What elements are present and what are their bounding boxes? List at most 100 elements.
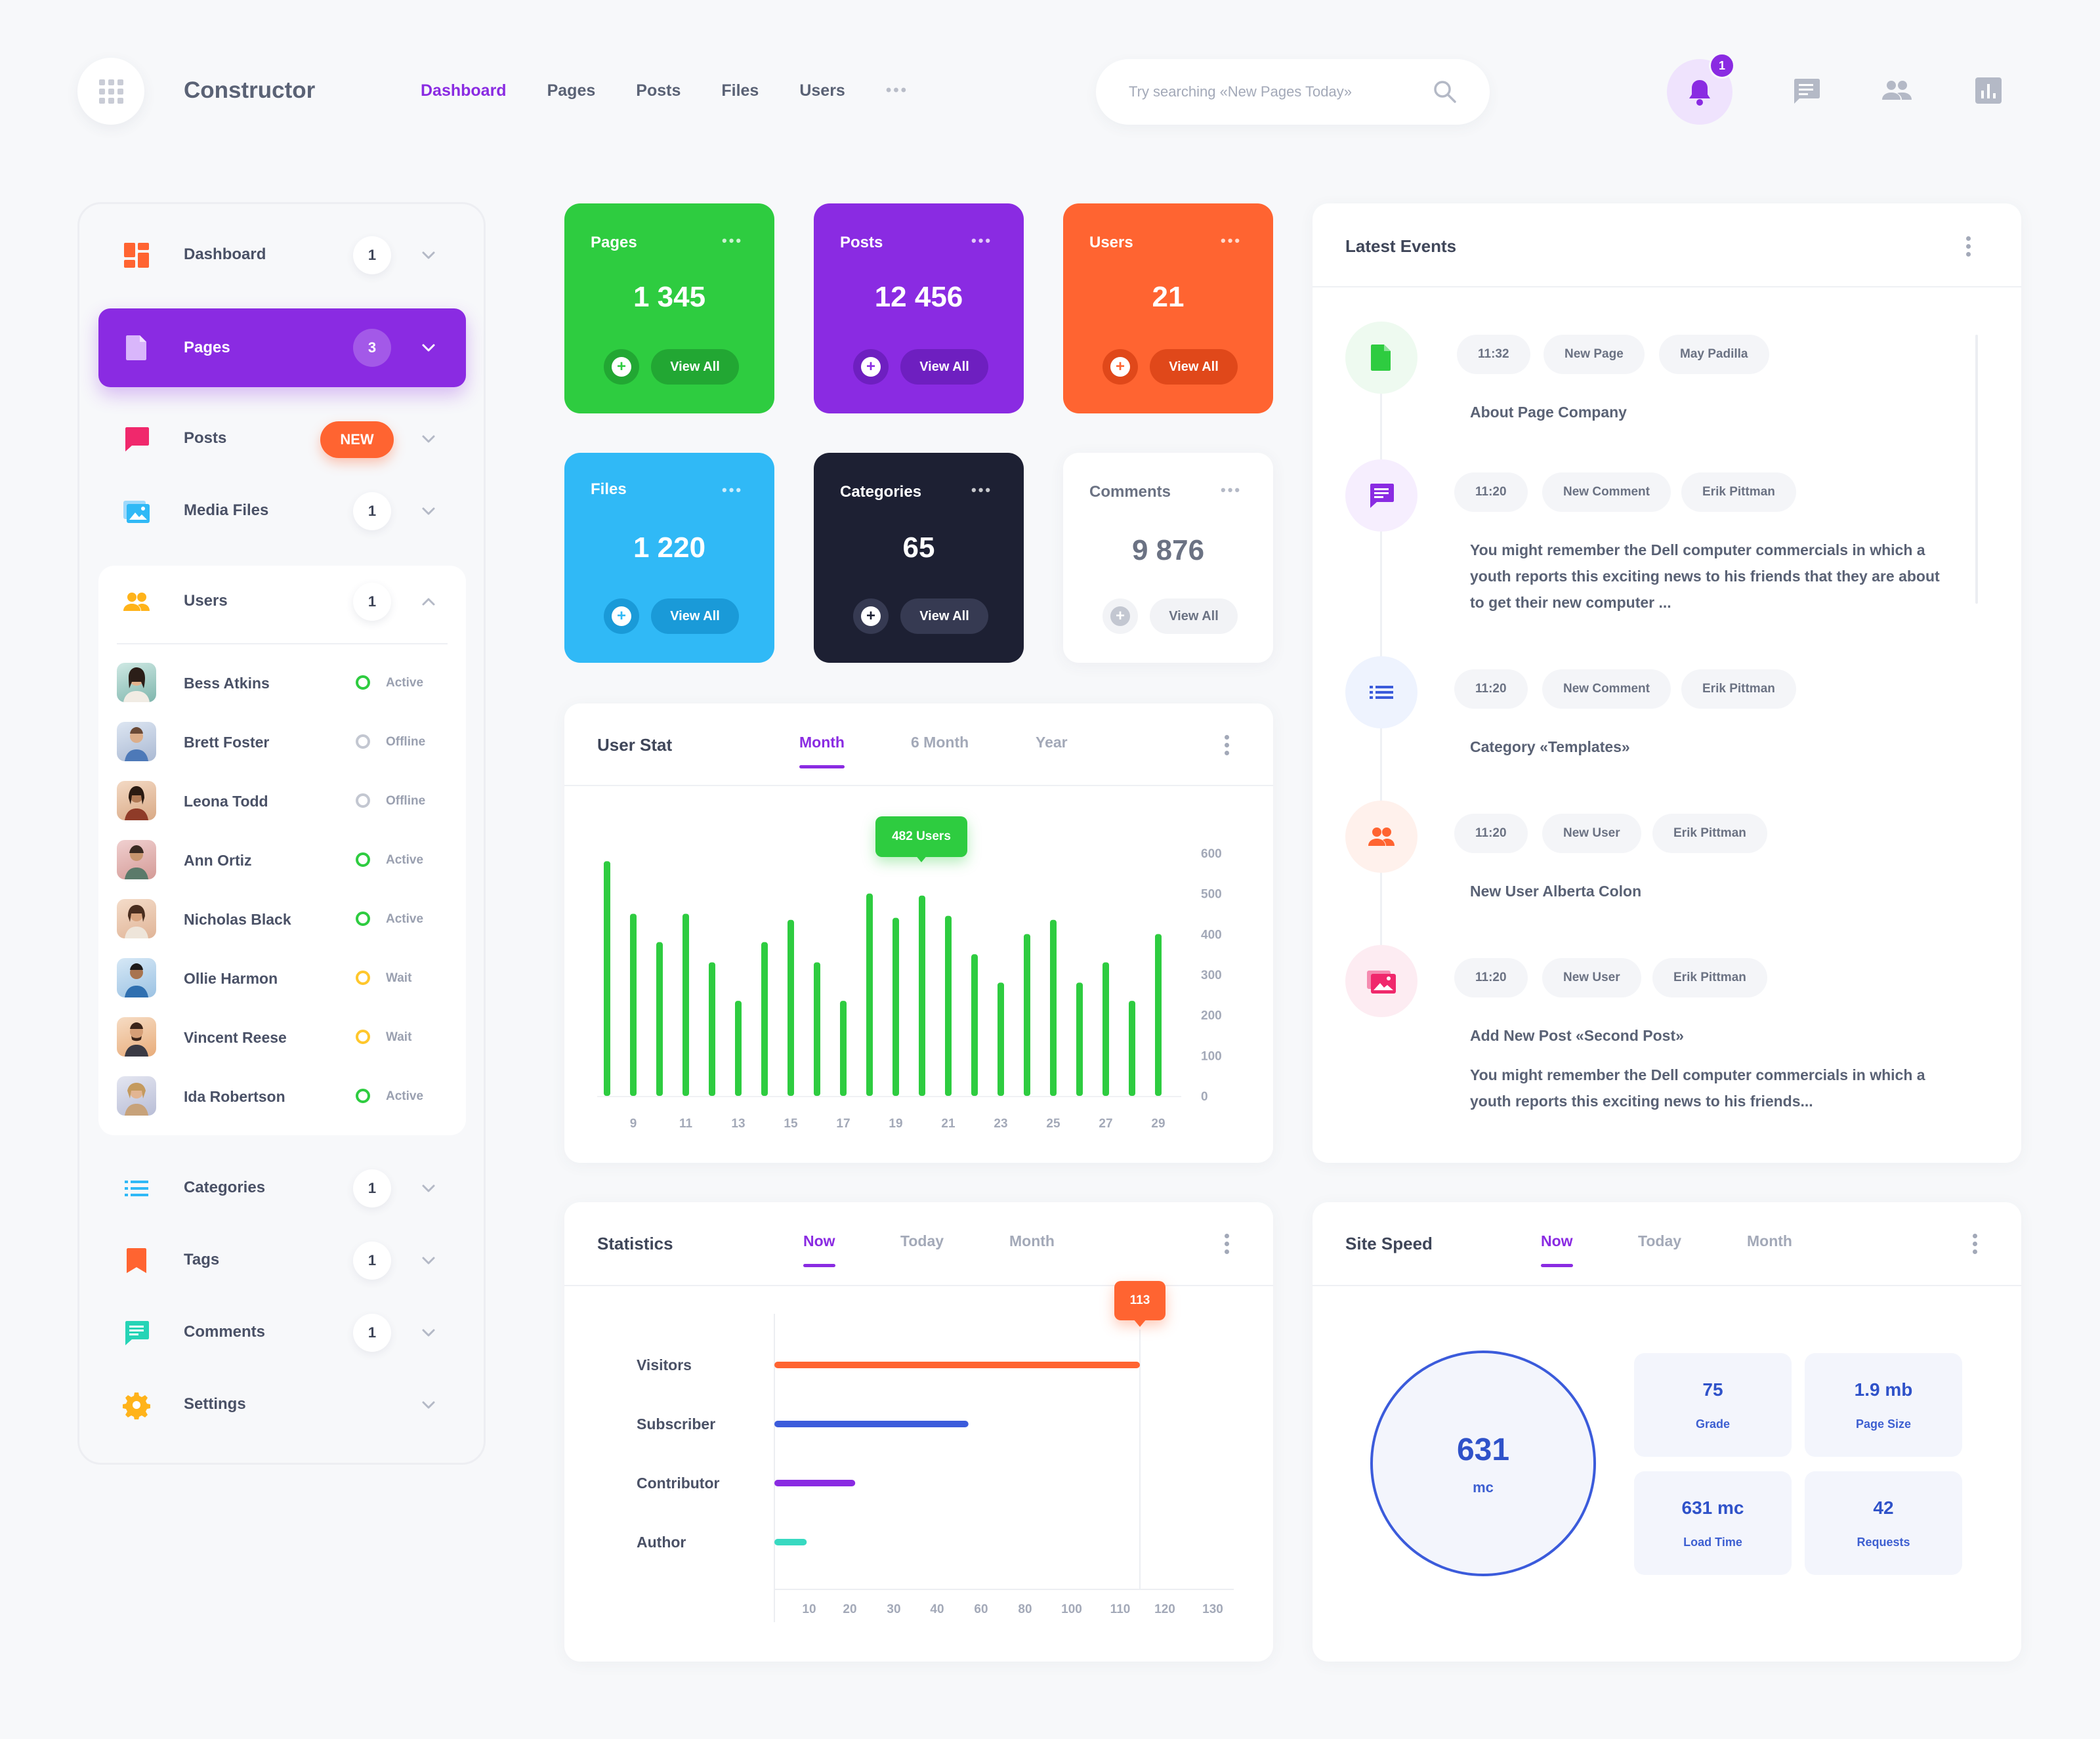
user-row[interactable]: Ida Robertson Active bbox=[117, 1076, 458, 1118]
nav-dashboard[interactable]: Dashboard bbox=[421, 81, 507, 100]
more-options-icon[interactable] bbox=[1225, 735, 1230, 759]
avatar bbox=[117, 958, 156, 997]
user-row[interactable]: Vincent Reese Wait bbox=[117, 1017, 458, 1059]
divider bbox=[1312, 1285, 2021, 1286]
scrollbar[interactable] bbox=[1975, 335, 1978, 604]
more-options-icon[interactable] bbox=[1966, 236, 1971, 260]
more-options-button[interactable]: ••• bbox=[971, 482, 993, 498]
notifications-button[interactable] bbox=[1667, 59, 1732, 125]
user-row[interactable]: Leona Todd Offline bbox=[117, 781, 458, 823]
more-options-icon[interactable] bbox=[1973, 1234, 1978, 1257]
count-badge: 1 bbox=[353, 236, 391, 274]
more-options-button[interactable]: ••• bbox=[1221, 482, 1242, 498]
user-row[interactable]: Nicholas Black Active bbox=[117, 899, 458, 941]
chevron-down-icon[interactable] bbox=[419, 338, 438, 358]
view-all-button[interactable]: View All bbox=[651, 598, 739, 634]
nav-files[interactable]: Files bbox=[721, 81, 759, 100]
count-badge: 1 bbox=[353, 583, 391, 621]
bar bbox=[892, 917, 899, 1096]
search-icon[interactable] bbox=[1431, 77, 1460, 106]
reports-icon[interactable] bbox=[1971, 73, 2006, 108]
status-dot bbox=[356, 793, 370, 808]
chevron-down-icon[interactable] bbox=[419, 501, 438, 521]
add-button[interactable]: + bbox=[604, 598, 639, 634]
tab-now[interactable]: Now bbox=[803, 1232, 835, 1267]
sidebar-item-comments[interactable]: Comments 1 bbox=[98, 1297, 466, 1369]
nav-more-button[interactable]: ••• bbox=[885, 81, 909, 99]
more-options-button[interactable]: ••• bbox=[971, 232, 993, 249]
sidebar-item-categories[interactable]: Categories 1 bbox=[98, 1152, 466, 1225]
event-user-chip[interactable]: Erik Pittman bbox=[1681, 472, 1796, 512]
view-all-button[interactable]: View All bbox=[1150, 598, 1238, 634]
bar bbox=[604, 861, 610, 1096]
more-options-button[interactable]: ••• bbox=[722, 482, 744, 498]
view-all-button[interactable]: View All bbox=[651, 349, 739, 385]
apps-menu-button[interactable] bbox=[77, 58, 144, 125]
chevron-down-icon[interactable] bbox=[419, 1323, 438, 1343]
tab-now[interactable]: Now bbox=[1541, 1232, 1573, 1267]
bar bbox=[1076, 982, 1083, 1096]
chevron-down-icon[interactable] bbox=[419, 1395, 438, 1415]
bar bbox=[774, 1362, 1140, 1368]
add-button[interactable]: + bbox=[604, 349, 639, 385]
messages-icon[interactable] bbox=[1789, 73, 1823, 108]
event-user-chip[interactable]: Erik Pittman bbox=[1652, 958, 1767, 997]
add-button[interactable]: + bbox=[853, 349, 889, 385]
status-label: Active bbox=[386, 853, 424, 867]
user-row[interactable]: Ollie Harmon Wait bbox=[117, 958, 458, 1000]
sidebar-item-users[interactable]: Users 1 bbox=[98, 566, 466, 638]
chevron-down-icon[interactable] bbox=[419, 245, 438, 265]
view-all-button[interactable]: View All bbox=[900, 349, 988, 385]
status-dot bbox=[356, 971, 370, 985]
tab-6-month[interactable]: 6 Month bbox=[911, 734, 969, 751]
metric-load-time: 631 mc Load Time bbox=[1634, 1471, 1792, 1575]
chevron-down-icon[interactable] bbox=[419, 429, 438, 449]
tooltip-arrow bbox=[915, 854, 928, 862]
chevron-down-icon[interactable] bbox=[419, 1251, 438, 1270]
tab-year[interactable]: Year bbox=[1036, 734, 1068, 751]
event-type-chip[interactable]: New Comment bbox=[1542, 472, 1671, 512]
tab-today[interactable]: Today bbox=[1638, 1232, 1682, 1249]
add-button[interactable]: + bbox=[853, 598, 889, 634]
sidebar-item-media-files[interactable]: Media Files 1 bbox=[98, 475, 466, 547]
sidebar-item-label: Comments bbox=[184, 1323, 266, 1341]
avatar bbox=[117, 781, 156, 820]
event-type-chip[interactable]: New Comment bbox=[1542, 669, 1671, 709]
user-row[interactable]: Bess Atkins Active bbox=[117, 663, 458, 705]
chevron-up-icon[interactable] bbox=[419, 592, 438, 612]
divider bbox=[564, 785, 1273, 786]
nav-pages[interactable]: Pages bbox=[547, 81, 596, 100]
x-tick-label: 27 bbox=[1099, 1117, 1112, 1131]
search-input[interactable] bbox=[1129, 79, 1404, 105]
status-dot bbox=[356, 852, 370, 867]
user-row[interactable]: Brett Foster Offline bbox=[117, 722, 458, 764]
sidebar-item-dashboard[interactable]: Dashboard 1 bbox=[98, 219, 466, 291]
view-all-button[interactable]: View All bbox=[900, 598, 988, 634]
add-button[interactable]: + bbox=[1102, 598, 1138, 634]
more-options-button[interactable]: ••• bbox=[722, 232, 744, 249]
sidebar-item-pages[interactable]: Pages 3 bbox=[98, 308, 466, 387]
event-user-chip[interactable]: May Padilla bbox=[1659, 335, 1769, 374]
event-user-chip[interactable]: Erik Pittman bbox=[1681, 669, 1796, 709]
event-type-chip[interactable]: New User bbox=[1542, 814, 1641, 853]
chevron-down-icon[interactable] bbox=[419, 1179, 438, 1198]
tab-month[interactable]: Month bbox=[799, 734, 845, 768]
nav-posts[interactable]: Posts bbox=[636, 81, 681, 100]
user-row[interactable]: Ann Ortiz Active bbox=[117, 840, 458, 882]
tab-month[interactable]: Month bbox=[1009, 1232, 1055, 1249]
sidebar-item-tags[interactable]: Tags 1 bbox=[98, 1225, 466, 1297]
team-icon[interactable] bbox=[1880, 73, 1914, 108]
tab-month[interactable]: Month bbox=[1747, 1232, 1792, 1249]
nav-users[interactable]: Users bbox=[799, 81, 845, 100]
view-all-button[interactable]: View All bbox=[1150, 349, 1238, 385]
more-options-button[interactable]: ••• bbox=[1221, 232, 1242, 249]
event-user-chip[interactable]: Erik Pittman bbox=[1652, 814, 1767, 853]
more-options-icon[interactable] bbox=[1225, 1234, 1230, 1257]
add-button[interactable]: + bbox=[1102, 349, 1138, 385]
event-type-chip[interactable]: New Page bbox=[1544, 335, 1645, 374]
event-time-chip: 11:20 bbox=[1454, 472, 1528, 512]
event-type-chip[interactable]: New User bbox=[1542, 958, 1641, 997]
sidebar-item-posts[interactable]: Posts NEW bbox=[98, 403, 466, 475]
sidebar-item-settings[interactable]: Settings bbox=[98, 1369, 466, 1441]
tab-today[interactable]: Today bbox=[900, 1232, 944, 1249]
